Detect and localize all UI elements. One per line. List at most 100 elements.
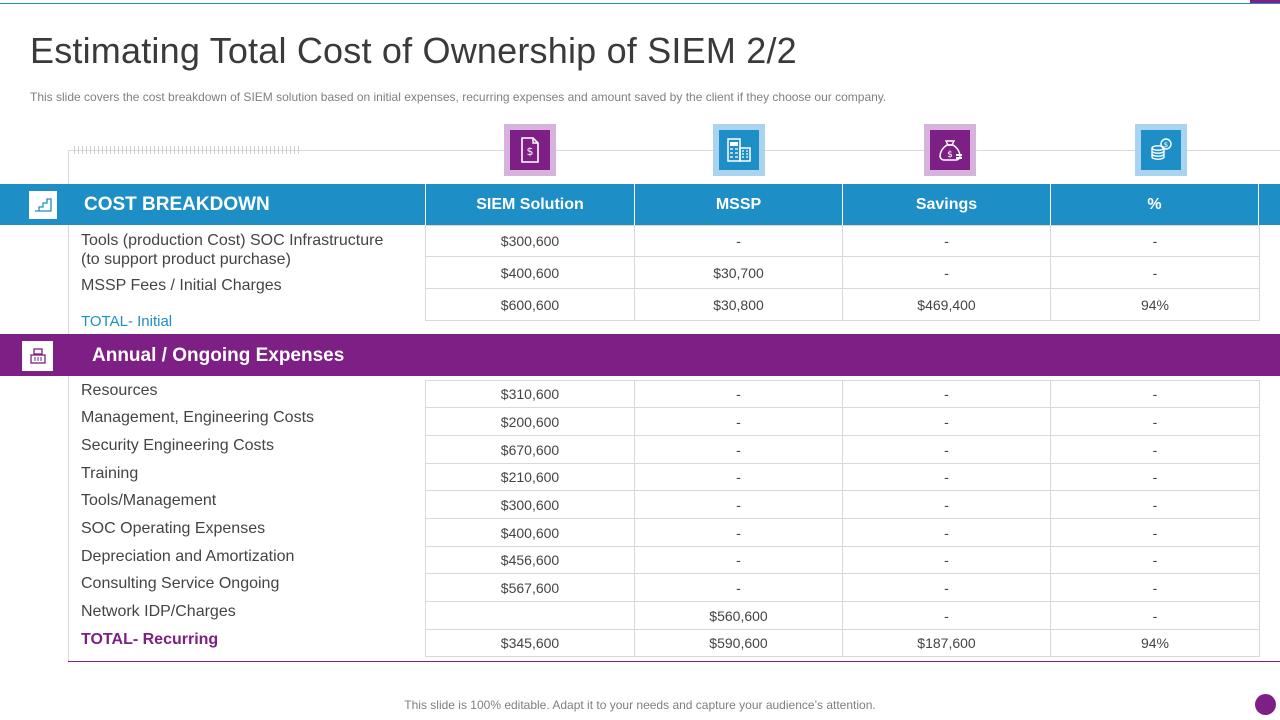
row-label-tools-line1: Tools (production Cost) SOC Infrastructu… xyxy=(81,232,384,249)
table-cell: - xyxy=(1050,256,1260,289)
frame-bottom-line xyxy=(68,661,1280,662)
row-label-resources: Resources xyxy=(81,382,158,399)
corner-dot xyxy=(1255,694,1276,715)
table-cell: $30,800 xyxy=(634,288,843,321)
row-label-mssp-fees: MSSP Fees / Initial Charges xyxy=(81,277,282,294)
table-cell: - xyxy=(634,463,843,491)
calculator-building-icon xyxy=(713,124,765,176)
table-row: $300,600 - - - xyxy=(425,225,1260,257)
table-cell: $469,400 xyxy=(842,288,1051,321)
frame-top-line xyxy=(68,150,1280,151)
row-label-tools-line2: (to support product purchase) xyxy=(81,251,291,268)
table-cell: $560,600 xyxy=(634,601,843,630)
table-cell: - xyxy=(634,407,843,436)
table-row: $400,600 $30,700 - - xyxy=(425,256,1260,289)
table-row: $210,600 - - - xyxy=(425,463,1260,491)
table-cell: $300,600 xyxy=(425,225,635,257)
growth-steps-icon xyxy=(29,191,57,219)
table-row: $670,600 - - - xyxy=(425,435,1260,464)
table-cell: - xyxy=(1050,573,1260,602)
row-label-total-initial: TOTAL- Initial xyxy=(81,313,173,330)
column-header-mssp: MSSP xyxy=(634,184,842,225)
table-cell: - xyxy=(634,225,843,257)
table-cell: - xyxy=(842,601,1051,630)
table-cell: - xyxy=(634,546,843,574)
column-header-siem: SIEM Solution xyxy=(425,184,634,225)
invoice-dollar-icon: $ xyxy=(504,124,556,176)
row-label-management-engineering: Management, Engineering Costs xyxy=(81,409,315,426)
table-cell: - xyxy=(1050,225,1260,257)
table-row: $456,600 - - - xyxy=(425,546,1260,574)
row-label-network-idp: Network IDP/Charges xyxy=(81,603,236,620)
row-label-soc-operating: SOC Operating Expenses xyxy=(81,520,266,537)
table-cell: $670,600 xyxy=(425,435,635,464)
table-cell: $200,600 xyxy=(425,407,635,436)
page-subtitle: This slide covers the cost breakdown of … xyxy=(30,90,887,104)
table-cell: $590,600 xyxy=(634,629,843,657)
table-cell: $210,600 xyxy=(425,463,635,491)
table-cell: $300,600 xyxy=(425,490,635,519)
table-cell: - xyxy=(842,463,1051,491)
table-cell: - xyxy=(842,225,1051,257)
table-cell: $400,600 xyxy=(425,518,635,547)
annual-expenses-band xyxy=(0,334,1280,376)
table-cell: - xyxy=(634,380,843,408)
table-cell: - xyxy=(842,573,1051,602)
frame-left-line xyxy=(68,150,69,662)
table-cell: - xyxy=(842,380,1051,408)
row-label-training: Training xyxy=(81,465,139,482)
column-header-percent: % xyxy=(1050,184,1259,225)
table-row: $400,600 - - - xyxy=(425,518,1260,547)
table-cell: $600,600 xyxy=(425,288,635,321)
table-cell: - xyxy=(1050,435,1260,464)
table-cell: - xyxy=(1050,518,1260,547)
table-cell: - xyxy=(1050,601,1260,630)
top-rule xyxy=(0,3,1280,4)
table-cell: - xyxy=(634,573,843,602)
coins-stack-icon: $ xyxy=(1135,124,1187,176)
recurring-cost-table: $310,600 - - - $200,600 - - - $670,600 -… xyxy=(425,380,1260,657)
money-bag-icon: $ xyxy=(924,124,976,176)
ruler-decoration xyxy=(74,146,302,154)
top-rule-accent xyxy=(1250,0,1280,3)
page-title: Estimating Total Cost of Ownership of SI… xyxy=(30,30,797,71)
table-cell: - xyxy=(842,490,1051,519)
table-cell: - xyxy=(1050,407,1260,436)
table-cell: $400,600 xyxy=(425,256,635,289)
column-header-savings: Savings xyxy=(842,184,1050,225)
table-cell: - xyxy=(1050,546,1260,574)
table-cell: $345,600 xyxy=(425,629,635,657)
table-cell: $30,700 xyxy=(634,256,843,289)
table-cell: - xyxy=(842,407,1051,436)
table-cell: - xyxy=(634,435,843,464)
cost-breakdown-title: COST BREAKDOWN xyxy=(84,194,270,215)
annual-expenses-title: Annual / Ongoing Expenses xyxy=(92,345,345,366)
row-label-security-engineering: Security Engineering Costs xyxy=(81,437,274,454)
table-cell: - xyxy=(842,435,1051,464)
table-cell: - xyxy=(1050,380,1260,408)
table-cell: $310,600 xyxy=(425,380,635,408)
initial-cost-table: $300,600 - - - $400,600 $30,700 - - $600… xyxy=(425,225,1260,321)
table-row: $300,600 - - - xyxy=(425,490,1260,519)
svg-text:$: $ xyxy=(947,150,953,160)
table-cell: $187,600 xyxy=(842,629,1051,657)
table-cell: 94% xyxy=(1050,288,1260,321)
svg-text:$: $ xyxy=(527,145,534,158)
table-cell: - xyxy=(1050,490,1260,519)
row-label-total-recurring: TOTAL- Recurring xyxy=(81,631,219,648)
table-row: $200,600 - - - xyxy=(425,407,1260,436)
table-cell: - xyxy=(842,518,1051,547)
table-cell: $456,600 xyxy=(425,546,635,574)
table-cell: - xyxy=(1050,463,1260,491)
footer-note: This slide is 100% editable. Adapt it to… xyxy=(404,698,876,712)
table-cell: - xyxy=(842,546,1051,574)
cost-breakdown-band xyxy=(0,184,1280,225)
table-row: $560,600 - - xyxy=(425,601,1260,630)
row-label-consulting: Consulting Service Ongoing xyxy=(81,575,280,592)
table-cell: 94% xyxy=(1050,629,1260,657)
table-cell: - xyxy=(634,518,843,547)
row-label-depreciation: Depreciation and Amortization xyxy=(81,548,295,565)
cash-register-icon xyxy=(22,341,53,371)
svg-text:$: $ xyxy=(1164,141,1168,149)
table-row: $310,600 - - - xyxy=(425,380,1260,408)
